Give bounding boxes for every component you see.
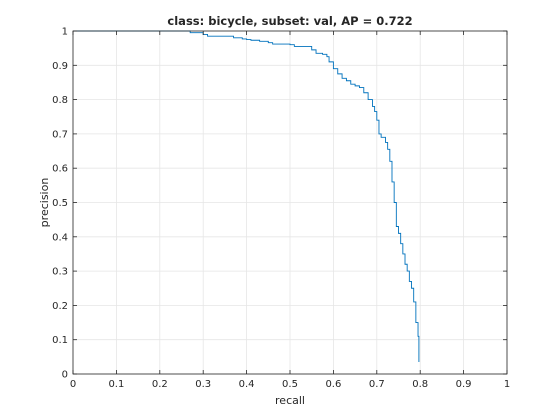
y-tick-label: 0.9 [52,61,68,72]
y-axis-label: precision [38,178,51,228]
x-tick-label: 0.5 [282,379,298,390]
y-tick-label: 0.4 [52,232,68,243]
y-tick-label: 0.1 [52,335,68,346]
series-layer [73,30,420,362]
chart-title: class: bicycle, subset: val, AP = 0.722 [167,14,412,28]
x-tick-label: 1 [504,379,510,390]
y-tick-label: 0.5 [52,198,68,209]
x-tick-label: 0.1 [108,379,124,390]
x-tick-label: 0.2 [152,379,168,390]
x-tick-label: 0.6 [325,379,341,390]
x-tick-label: 0 [70,379,76,390]
y-tick-label: 0.7 [52,129,68,140]
x-tick-label: 0.7 [369,379,385,390]
x-tick-label: 0.3 [195,379,211,390]
y-tick-label: 1 [62,27,68,38]
x-tick-label: 0.8 [412,379,428,390]
y-tick-label: 0 [62,370,68,381]
pr-curve-line [73,30,420,362]
y-tick-label: 0.2 [52,301,68,312]
y-tick-label: 0.8 [52,95,68,106]
y-tick-label: 0.3 [52,267,68,278]
ticks: 0 0.1 0.2 0.3 0.4 0.5 0.6 0.7 0.8 0.9 1 0 0.1 0.2 0.3 0… [52,27,510,391]
x-axis-label: recall [275,394,305,407]
x-tick-label: 0.9 [456,379,472,390]
x-tick-label: 0.4 [239,379,255,390]
y-tick-label: 0.6 [52,164,68,175]
